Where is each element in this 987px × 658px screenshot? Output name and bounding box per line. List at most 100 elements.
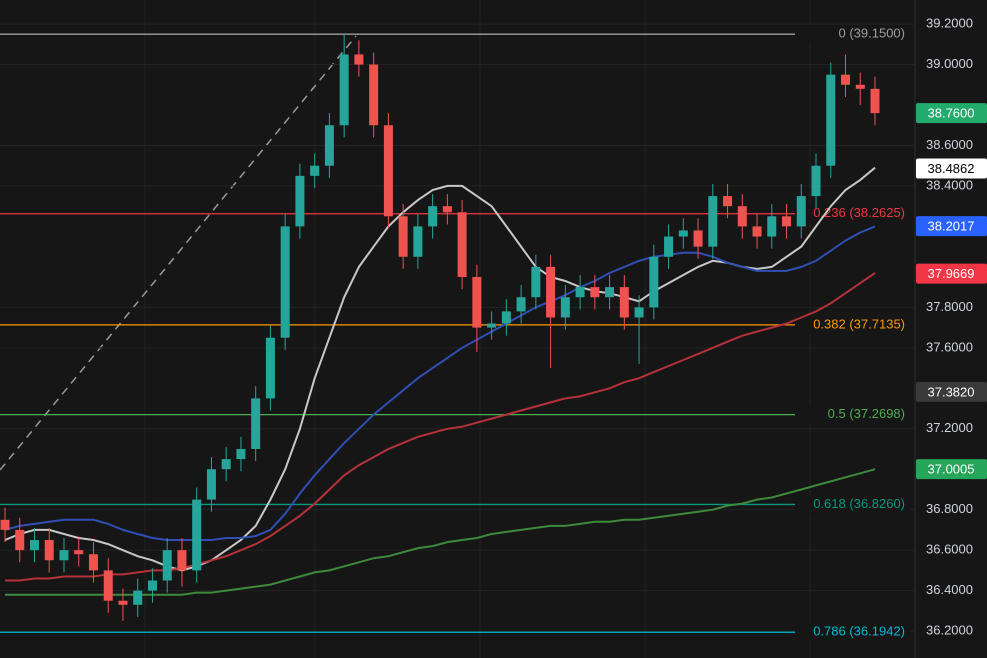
fib-label-bg [795,25,910,44]
candle-body [398,216,408,257]
y-tick-label: 36.8000 [926,501,973,516]
candle-body [44,540,54,561]
candle-body [369,64,379,126]
candle-body [649,256,659,308]
candle-body [708,196,718,247]
candle-body [605,287,615,298]
candle-body [206,469,216,500]
candle-body [664,236,674,257]
moving-average-line [5,272,876,582]
candle-body [383,125,393,217]
y-tick-label: 37.2000 [926,420,973,435]
candle-body [15,529,25,551]
candle-body [265,337,275,399]
candle-body [59,550,69,561]
candle-body [723,196,733,207]
fib-level-label: 0.618 (36.8260) [813,496,905,511]
candle-body [501,311,511,324]
candle-body [0,519,10,530]
candle-body [826,74,836,166]
candle-body [782,216,792,227]
candle-body [74,550,84,555]
candle-body [118,600,128,605]
candle-body [619,287,629,318]
candle-body [678,230,688,237]
y-tick-label: 36.6000 [926,542,973,557]
candle-body [796,196,806,227]
candle-body [147,580,157,591]
price-badge [916,381,987,402]
price-badge-label: 37.3820 [928,384,975,399]
candle-body [29,540,39,551]
candle-body [354,54,364,65]
candle-body [575,287,585,298]
candle-body [280,226,290,338]
candle-body [487,323,497,328]
candle-body [457,212,467,277]
candle-body [841,74,851,85]
fib-trend-line [0,35,357,471]
fib-level-label: 0.236 (38.2625) [813,205,905,220]
vertical-grid [144,0,811,658]
fib-label-bg [795,204,910,223]
candle-body [560,297,570,318]
price-badge [916,263,987,284]
y-tick-label: 39.2000 [926,16,973,31]
candle-body [516,297,526,312]
y-tick-label: 36.4000 [926,582,973,597]
candle-body [133,590,143,605]
fib-level-label: 0.5 (37.2698) [828,406,905,421]
candle-body [634,307,644,318]
price-badge [916,216,987,237]
y-tick-label: 38.6000 [926,137,973,152]
moving-average-line [4,225,876,541]
candle-body [855,84,865,89]
y-tick-label: 37.8000 [926,299,973,314]
candle-body [324,125,334,166]
candle-body [590,287,600,298]
fib-label-bg [795,623,910,642]
price-badge [916,459,987,480]
candle-body [162,550,172,581]
candle-body [177,550,187,571]
candle-body [251,398,261,449]
candle-body [693,230,703,247]
fib-label-bg [795,405,910,424]
candle-body [221,459,231,470]
candle-body [870,88,880,114]
y-tick-label: 38.4000 [926,177,973,192]
candle-body [310,165,320,176]
price-badge [916,103,987,124]
candle-body [192,499,202,571]
candle-body [295,175,305,227]
candle-body [103,570,113,601]
price-badge-label: 37.0005 [928,462,975,477]
candle-body [767,216,777,237]
candle-body [339,54,349,126]
candle-body [752,226,762,237]
candle-body [737,206,747,227]
candle-body [413,226,423,257]
fib-label-bg [795,495,910,514]
fib-level-label: 0 (39.1500) [839,26,906,41]
candle-body [811,165,821,197]
candle-body [472,276,482,328]
price-badge-label: 38.7600 [928,106,975,121]
price-badge-label: 37.9669 [928,266,975,281]
y-tick-label: 37.6000 [926,339,973,354]
candle-body [88,554,98,571]
candle-body [442,206,452,213]
fib-label-bg [795,315,910,334]
fib-level-label: 0.786 (36.1942) [813,624,905,639]
moving-average-line [5,468,876,596]
y-tick-label: 36.2000 [926,623,973,638]
candle-body [236,448,246,460]
y-tick-label: 39.0000 [926,56,973,71]
candle-body [546,266,556,318]
candle-body [531,266,541,298]
price-badge-label: 38.2017 [928,219,975,234]
price-badge-label: 38.4862 [928,161,975,176]
fib-level-label: 0.382 (37.7135) [813,316,905,331]
price-badge [916,158,987,179]
